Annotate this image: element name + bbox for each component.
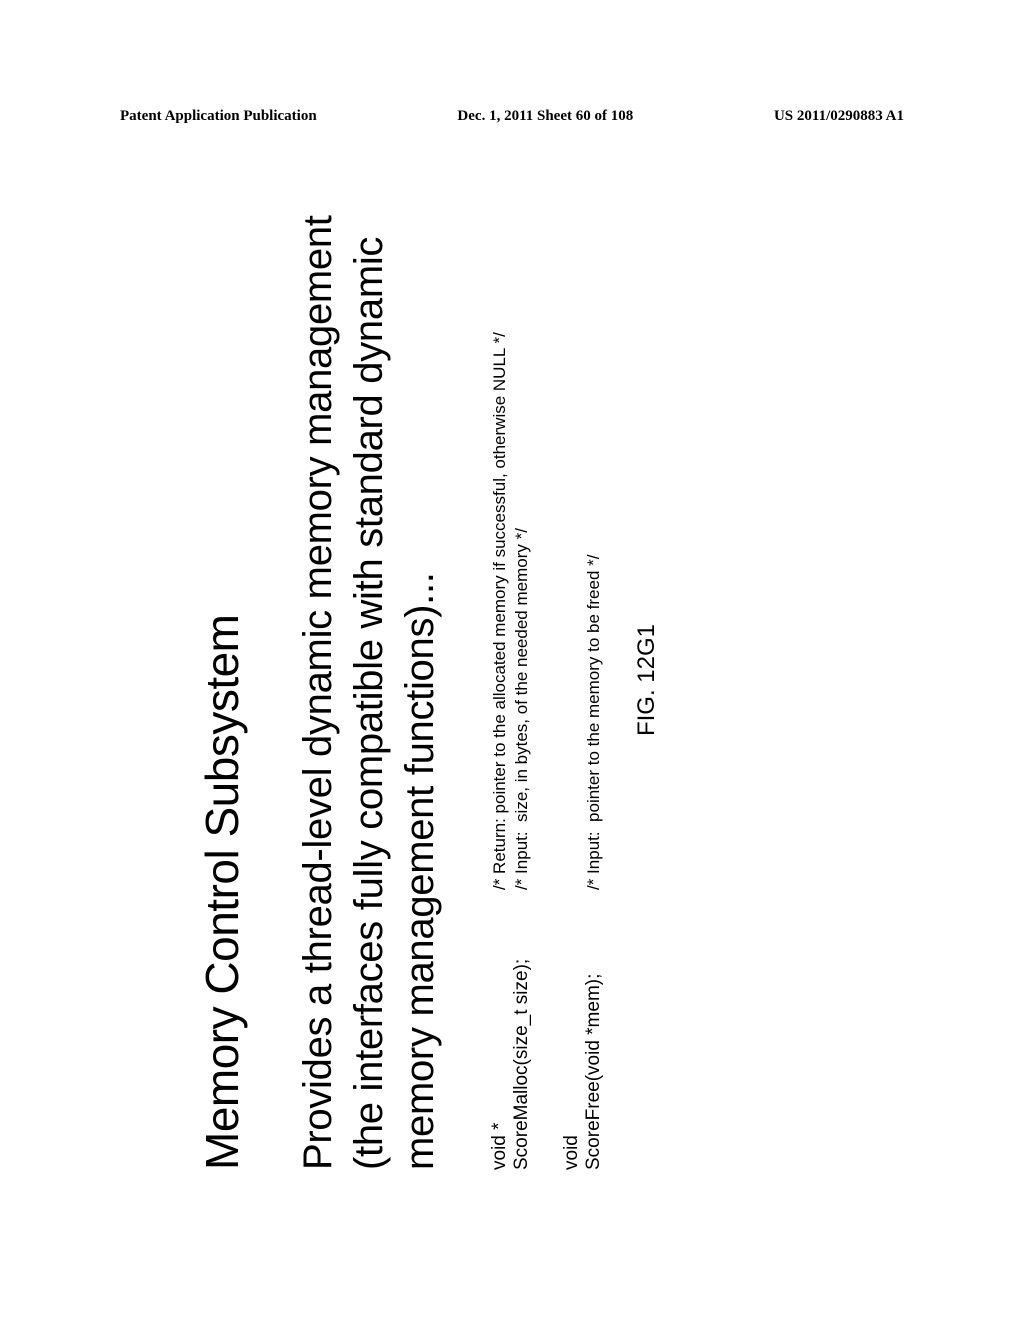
code-block-malloc: void * /* Return: pointer to the allocat…	[489, 190, 533, 1170]
code-block-free: void ScoreFree(void *mem); /* Input: poi…	[561, 190, 605, 1170]
code-comment: /* Return: pointer to the allocated memo…	[490, 332, 510, 890]
rotated-slide: Memory Control Subsystem Provides a thre…	[145, 170, 880, 1190]
code-signature: void	[561, 890, 583, 1170]
content-frame: Memory Control Subsystem Provides a thre…	[145, 170, 880, 1190]
slide-body: Provides a thread-level dynamic memory m…	[293, 190, 447, 1170]
page-header: Patent Application Publication Dec. 1, 2…	[120, 108, 904, 125]
slide-title: Memory Control Subsystem	[195, 190, 249, 1170]
code-row: void	[561, 190, 583, 1170]
code-signature: ScoreFree(void *mem);	[583, 890, 605, 1170]
code-row: ScoreFree(void *mem); /* Input: pointer …	[583, 190, 605, 1170]
code-comment: /* Input: size, in bytes, of the needed …	[512, 528, 532, 890]
code-signature: ScoreMalloc(size_t size);	[511, 890, 533, 1170]
code-signature: void *	[489, 890, 511, 1170]
header-left: Patent Application Publication	[120, 108, 317, 125]
code-comment: /* Input: pointer to the memory to be fr…	[584, 555, 604, 890]
code-row: void * /* Return: pointer to the allocat…	[489, 190, 511, 1170]
header-center: Dec. 1, 2011 Sheet 60 of 108	[457, 108, 633, 125]
header-right: US 2011/0290883 A1	[774, 108, 904, 125]
code-row: ScoreMalloc(size_t size); /* Input: size…	[511, 190, 533, 1170]
figure-label: FIG. 12G1	[633, 190, 661, 1170]
